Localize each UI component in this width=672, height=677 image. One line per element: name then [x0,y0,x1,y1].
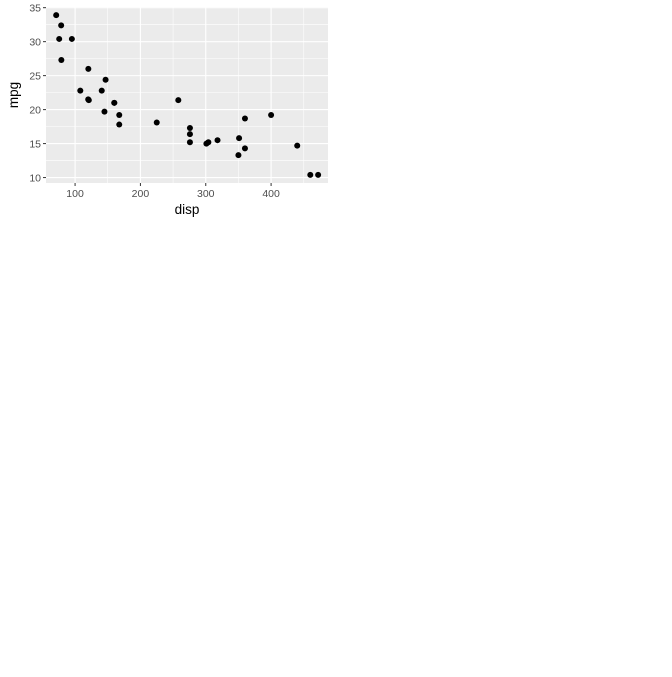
data-point [175,97,182,104]
data-point [214,137,221,144]
y-axis-title: mpg [6,82,21,108]
data-point [307,171,314,178]
axis-ticks: 100 200 300 400 10 15 20 25 30 35 [29,2,280,200]
data-point [98,87,105,94]
x-tick-label: 300 [197,188,215,200]
data-point [268,112,275,119]
grid-lines [46,7,328,183]
data-point [241,145,248,152]
data-point [235,152,242,159]
data-point [116,121,123,128]
data-point [236,135,243,142]
y-tick-label: 25 [29,70,41,82]
data-point [186,131,193,138]
plot-panel [46,7,328,183]
data-point [101,108,108,115]
data-point [294,142,301,149]
data-point [85,65,92,72]
data-point [53,12,60,19]
x-tick-label: 400 [262,188,280,200]
data-point [68,35,75,42]
data-points [53,12,322,178]
data-point [153,119,160,126]
data-point [241,115,248,122]
y-tick-label: 10 [29,172,41,184]
data-point [315,171,322,178]
data-point [102,76,109,83]
data-point [186,139,193,146]
y-tick-label: 35 [29,2,41,14]
data-point [203,140,210,147]
data-point [56,35,63,42]
data-point [58,57,65,64]
y-tick-label: 20 [29,104,41,116]
data-point [186,124,193,131]
y-tick-label: 15 [29,138,41,150]
data-point [58,22,65,29]
data-point [85,97,92,104]
y-tick-label: 30 [29,36,41,48]
data-point [116,112,123,119]
data-point [77,87,84,94]
x-tick-label: 200 [132,188,150,200]
x-tick-label: 100 [66,188,84,200]
data-point [111,99,118,106]
x-axis-title: disp [175,202,200,217]
